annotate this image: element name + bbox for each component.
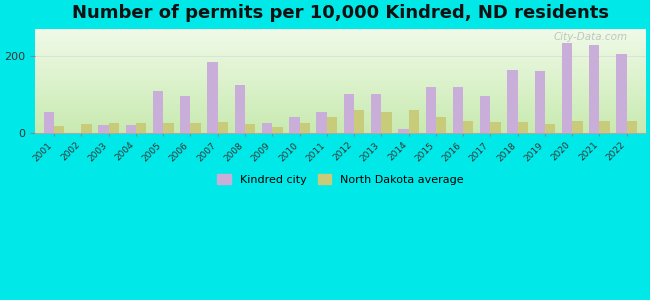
Bar	[616, 54, 627, 133]
Title: Number of permits per 10,000 Kindred, ND residents: Number of permits per 10,000 Kindred, ND…	[72, 4, 609, 22]
Bar	[490, 122, 501, 133]
Bar	[163, 123, 174, 133]
Bar	[534, 71, 545, 133]
Bar	[517, 122, 528, 133]
Bar	[572, 121, 582, 133]
Bar	[262, 123, 272, 133]
Bar	[125, 125, 136, 133]
Bar	[207, 62, 218, 133]
Bar	[218, 122, 228, 133]
Bar	[371, 94, 382, 133]
Bar	[480, 96, 490, 133]
Bar	[180, 96, 190, 133]
Bar	[426, 87, 436, 133]
Legend: Kindred city, North Dakota average: Kindred city, North Dakota average	[213, 170, 468, 189]
Bar	[54, 126, 64, 133]
Bar	[354, 110, 365, 133]
Bar	[453, 87, 463, 133]
Bar	[344, 94, 354, 133]
Bar	[300, 123, 310, 133]
Bar	[463, 121, 473, 133]
Bar	[545, 124, 555, 133]
Bar	[436, 118, 447, 133]
Bar	[98, 125, 109, 133]
Bar	[190, 123, 201, 133]
Bar	[398, 129, 409, 133]
Bar	[81, 124, 92, 133]
Bar	[136, 123, 146, 133]
Bar	[272, 127, 283, 133]
Bar	[589, 45, 599, 133]
Bar	[235, 85, 245, 133]
Bar	[409, 110, 419, 133]
Bar	[317, 112, 327, 133]
Bar	[153, 91, 163, 133]
Bar	[327, 118, 337, 133]
Bar	[245, 124, 255, 133]
Bar	[382, 112, 392, 133]
Bar	[289, 118, 300, 133]
Bar	[627, 121, 637, 133]
Bar	[507, 70, 517, 133]
Bar	[599, 121, 610, 133]
Bar	[44, 112, 54, 133]
Bar	[109, 123, 119, 133]
Text: City-Data.com: City-Data.com	[553, 32, 627, 42]
Bar	[562, 43, 572, 133]
